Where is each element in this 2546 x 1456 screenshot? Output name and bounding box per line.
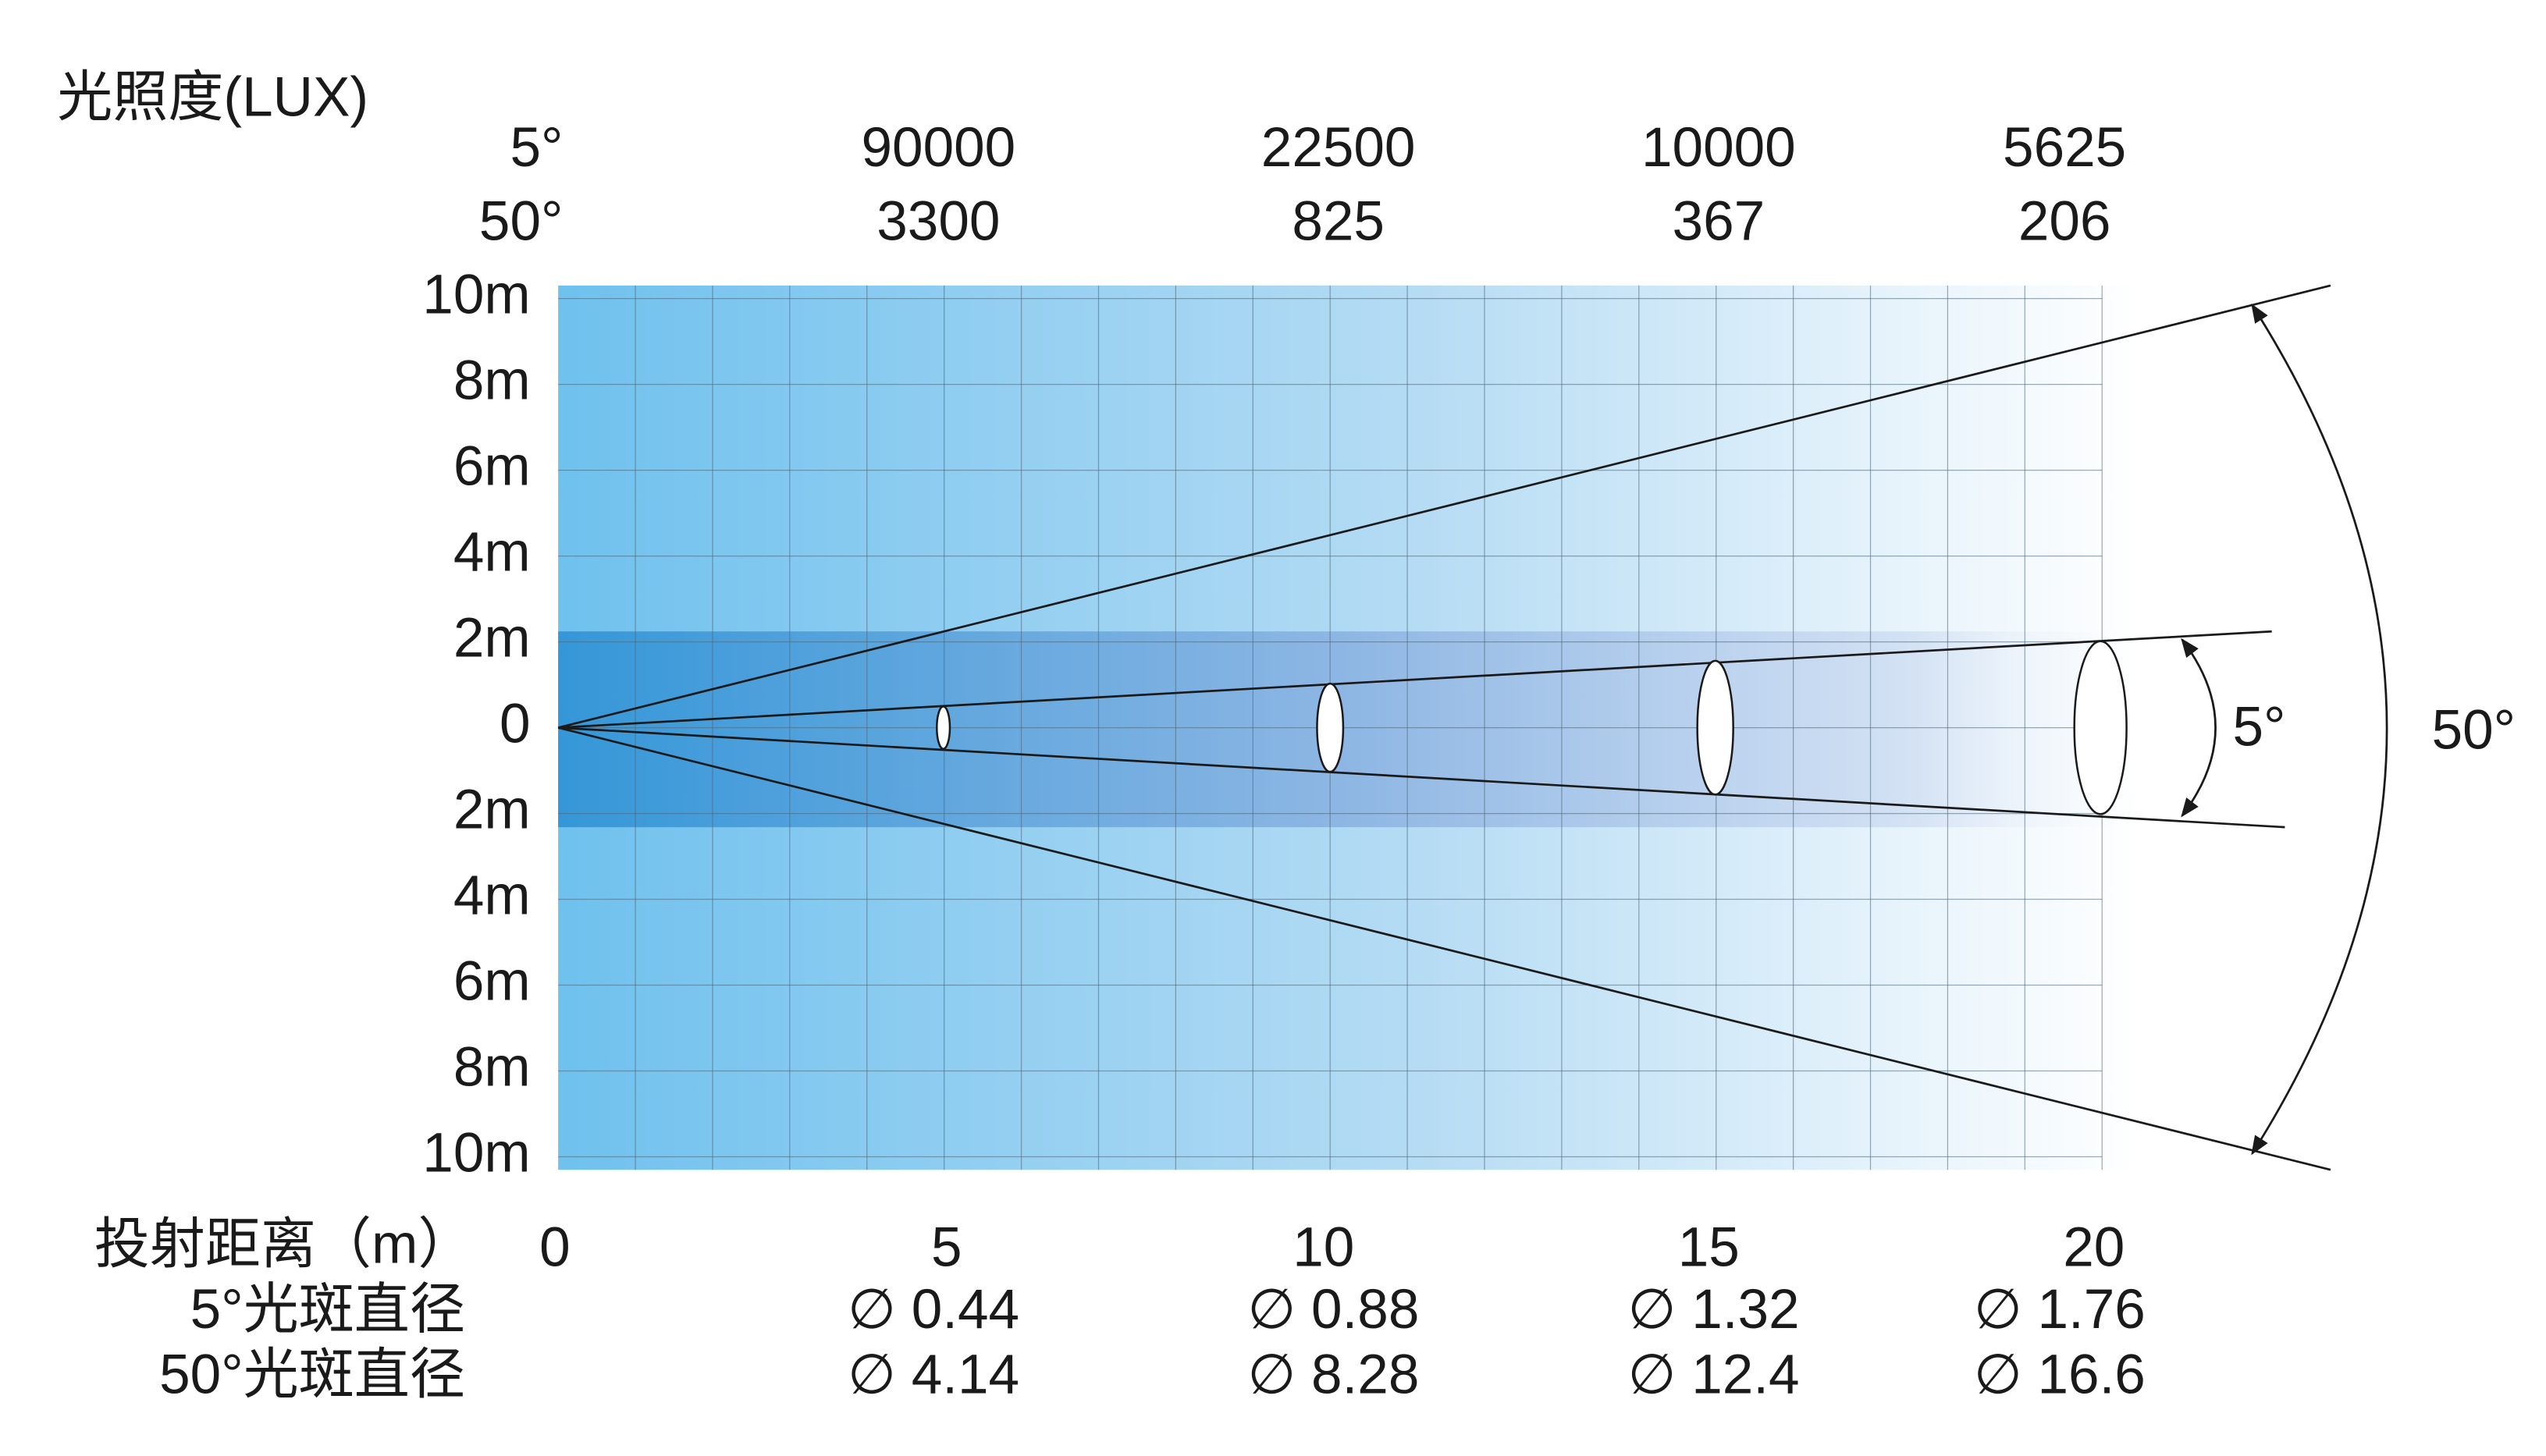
- lux-value: 3300: [877, 190, 1000, 252]
- narrow-ray: [558, 726, 2285, 829]
- lux-value: 825: [1292, 190, 1385, 252]
- labels: 5° 90000 22500 10000 5625 50° 3300 825 367 206 10m…: [94, 117, 2146, 1405]
- spot-value: ∅ 4.14: [848, 1344, 1019, 1406]
- spot-label: 5°光斑直径: [190, 1279, 465, 1341]
- spot-value: ∅ 12.4: [1628, 1344, 1800, 1406]
- y-label: 4m: [453, 865, 531, 926]
- y-label: 4m: [453, 521, 531, 583]
- y-label: 10m: [422, 264, 530, 325]
- spot-value: ∅ 1.32: [1628, 1279, 1800, 1341]
- lux-value: 206: [2018, 190, 2111, 252]
- narrow-band: [558, 631, 2191, 828]
- lux-value: 10000: [1641, 117, 1796, 179]
- y-label: 8m: [453, 1036, 531, 1098]
- spot-value: ∅ 1.76: [1974, 1279, 2146, 1341]
- distance-value: 10: [1293, 1217, 1354, 1279]
- y-label: 6m: [453, 435, 531, 497]
- wide-angle-label: 50°: [2432, 700, 2516, 762]
- beam-lines: [557, 284, 2388, 1171]
- wide-angle-arc: [2251, 303, 2388, 1156]
- distance-label: 投射距离（m）: [94, 1213, 474, 1275]
- angle-label: 5°: [510, 117, 563, 179]
- title: 光照度(LUX): [57, 66, 368, 128]
- wide-ray: [557, 726, 2331, 1171]
- lux-value: 5625: [2003, 117, 2126, 179]
- angle-label: 50°: [479, 190, 564, 252]
- lux-value: 22500: [1261, 117, 1416, 179]
- y-label: 0: [500, 693, 531, 755]
- spot: [2073, 640, 2128, 815]
- y-label: 2m: [453, 607, 531, 669]
- spot-value: ∅ 0.88: [1247, 1279, 1419, 1341]
- y-label: 10m: [422, 1122, 530, 1184]
- lux-value: 367: [1673, 190, 1765, 252]
- distance-value: 15: [1678, 1217, 1740, 1279]
- spot-value: ∅ 8.28: [1247, 1344, 1419, 1406]
- spot-label: 50°光斑直径: [159, 1344, 465, 1406]
- distance-value: 5: [931, 1217, 962, 1279]
- distance-value: 0: [539, 1217, 571, 1279]
- spot-value: ∅ 16.6: [1974, 1344, 2146, 1406]
- distance-value: 20: [2063, 1217, 2125, 1279]
- y-label: 8m: [453, 350, 531, 411]
- narrow-angle-label: 5°: [2233, 697, 2286, 758]
- narrow-ray: [558, 630, 2272, 729]
- lux-value: 90000: [862, 117, 1016, 179]
- spot: [936, 705, 951, 751]
- wide-ray: [557, 284, 2331, 729]
- spot-value: ∅ 0.44: [848, 1279, 1019, 1341]
- y-label: 6m: [453, 950, 531, 1012]
- spot: [1696, 659, 1734, 796]
- narrow-angle-arc: [2181, 637, 2217, 818]
- spot: [1316, 682, 1345, 773]
- y-label: 2m: [453, 779, 531, 840]
